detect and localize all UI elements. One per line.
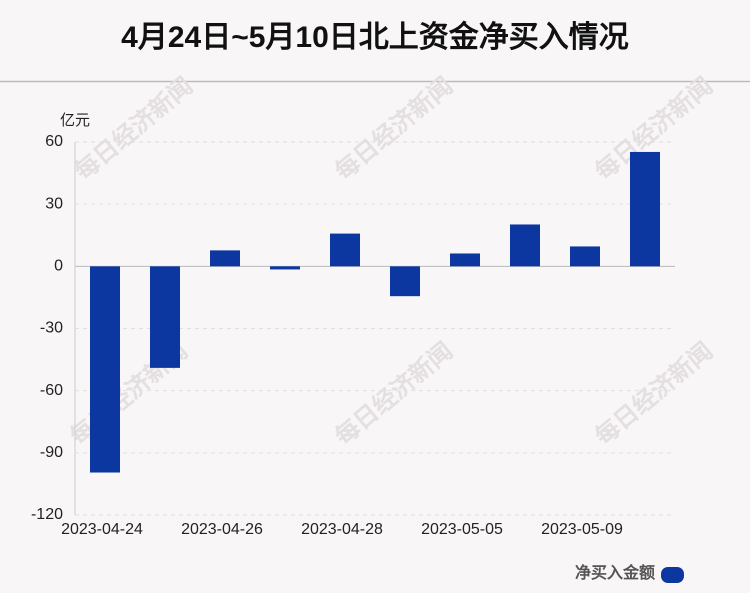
bar (90, 266, 120, 473)
legend-label: 净买入金额 (575, 563, 655, 582)
x-tick-label: 2023-05-05 (421, 521, 503, 538)
bar (150, 266, 180, 368)
x-tick-label: 2023-04-24 (61, 521, 143, 538)
y-unit: 亿元 (60, 112, 90, 129)
bar (450, 253, 480, 267)
y-tick-label: -60 (40, 382, 63, 399)
y-tick-label: -90 (40, 444, 63, 461)
x-tick-label: 2023-05-09 (541, 521, 623, 538)
bar (630, 151, 660, 267)
bar (330, 233, 360, 267)
y-tick-label: 30 (45, 195, 63, 212)
bar (570, 246, 600, 267)
x-tick-label: 2023-04-26 (181, 521, 263, 538)
y-tick-label: 60 (45, 133, 63, 150)
bar (510, 224, 540, 267)
y-tick-label: 0 (54, 258, 63, 275)
y-tick-label: -120 (31, 506, 63, 523)
bar (210, 250, 240, 267)
bar (390, 266, 420, 297)
bar (270, 266, 300, 270)
chart-title: 4月24日~5月10日北上资金净买入情况 (121, 20, 629, 54)
y-tick-label: -30 (40, 320, 63, 337)
legend-swatch (661, 567, 684, 583)
x-tick-label: 2023-04-28 (301, 521, 383, 538)
